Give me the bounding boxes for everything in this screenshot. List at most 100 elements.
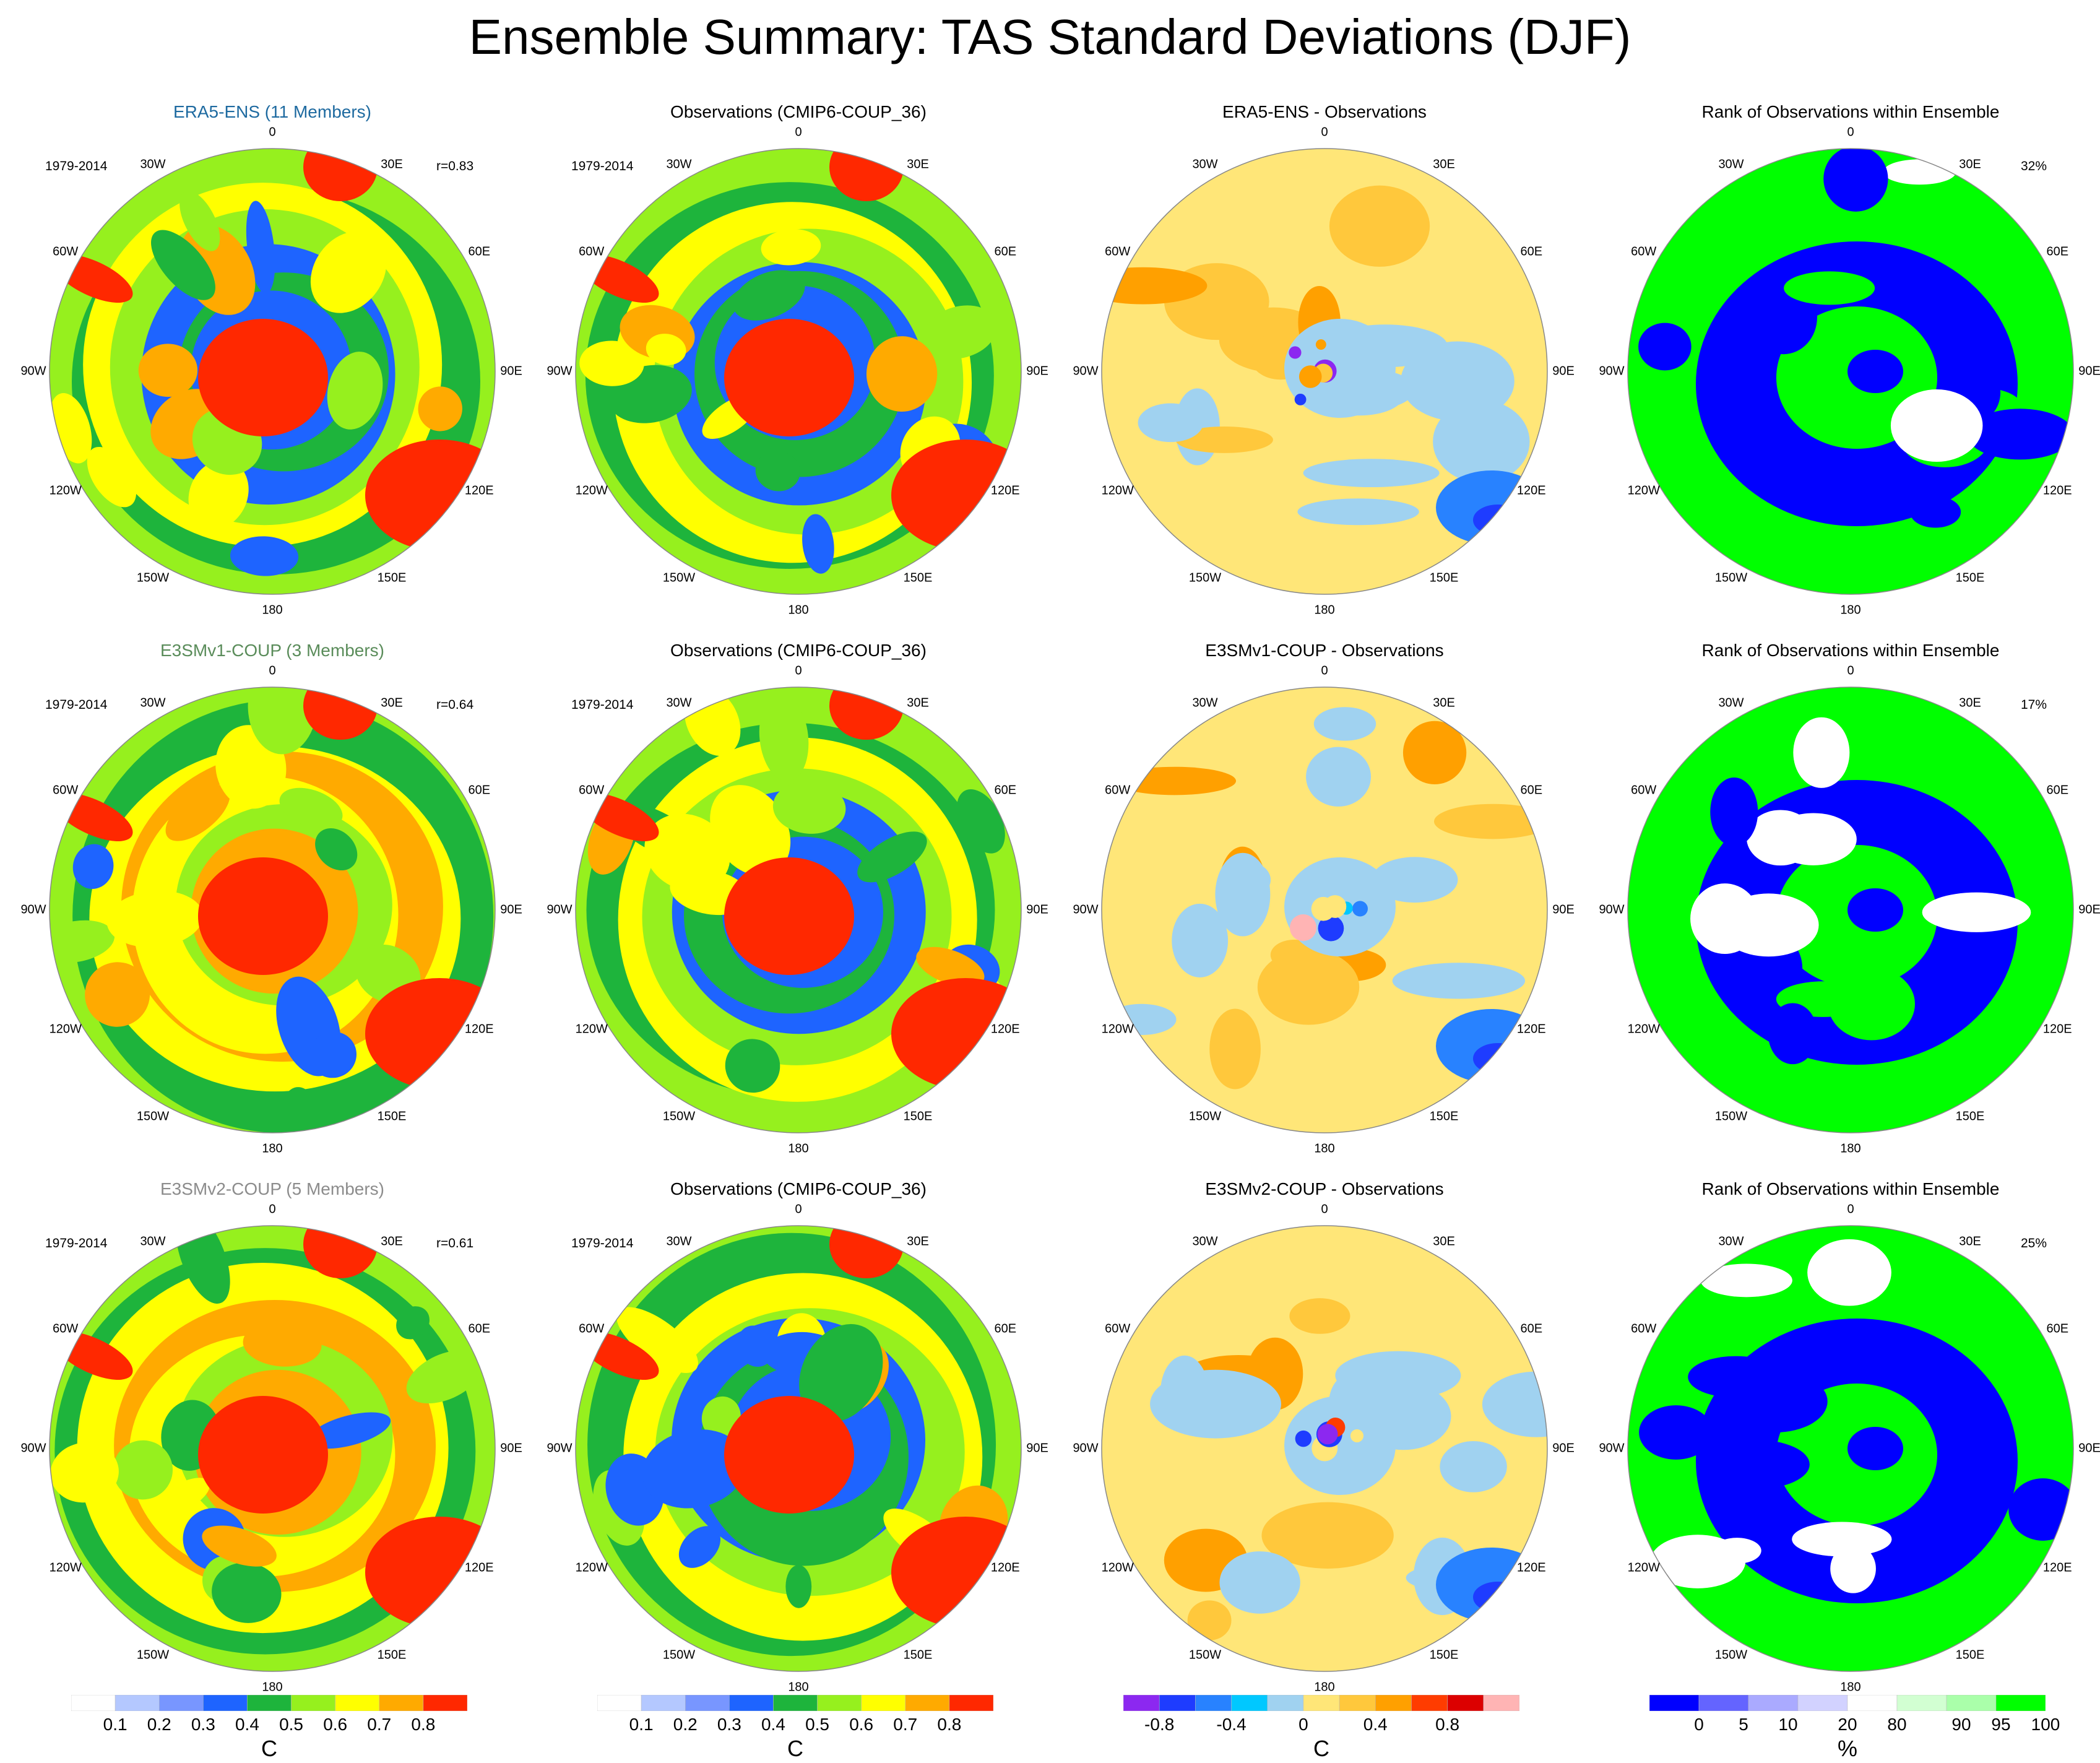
- colorbar-swatch: [1483, 1695, 1519, 1711]
- longitude-label: 90E: [500, 903, 522, 917]
- map-blob: [701, 1396, 741, 1439]
- longitude-label: 0: [1847, 664, 1854, 678]
- map-spot: [1318, 915, 1344, 942]
- longitude-label: 90E: [1552, 364, 1575, 378]
- longitude-label: 0: [1321, 664, 1328, 678]
- colorbar-tick-label: 80: [1887, 1715, 1907, 1734]
- longitude-label: 90E: [1026, 364, 1048, 378]
- map-border: [1101, 148, 1548, 595]
- map-spot: [1298, 365, 1322, 388]
- rank-blob: [1793, 717, 1850, 788]
- map-blob: [85, 962, 150, 1027]
- map-border: [1627, 687, 2074, 1133]
- colorbar-swatch: [1195, 1695, 1232, 1711]
- map-blob: [916, 946, 985, 987]
- longitude-label: 60E: [1520, 1322, 1543, 1336]
- panel-title: E3SMv2-COUP - Observations: [1205, 1179, 1444, 1198]
- map-blob: [151, 230, 215, 300]
- colorbar: 0.1 0.2 0.3 0.4 0.5 0.6 0.7 0.8 C: [71, 1695, 467, 1763]
- longitude-label: 30E: [907, 1234, 929, 1249]
- map-blob: [1306, 747, 1372, 807]
- longitude-label: 30W: [1192, 1234, 1218, 1249]
- longitude-label: 0: [1321, 125, 1328, 139]
- map-blob: [923, 305, 997, 359]
- longitude-label: 60E: [994, 783, 1017, 797]
- longitude-label: 180: [788, 603, 809, 617]
- longitude-label: 30E: [1959, 1234, 1981, 1249]
- colorbar-tick-label: 90: [1951, 1715, 1971, 1734]
- map-blob: [616, 1307, 698, 1373]
- colorbar-tick-label: 95: [1991, 1715, 2011, 1734]
- longitude-label: 90W: [547, 364, 573, 378]
- colorbar-swatch: [1411, 1695, 1448, 1711]
- longitude-label: 60W: [53, 783, 79, 797]
- longitude-label: 90W: [1073, 364, 1099, 378]
- rank-blob: [1823, 149, 1888, 212]
- colorbar-swatch: [685, 1695, 730, 1711]
- longitude-label: 60W: [1631, 245, 1657, 259]
- longitude-label: 90E: [1552, 1441, 1575, 1455]
- map-blob: [1102, 267, 1208, 305]
- longitude-label: 30W: [1192, 157, 1218, 171]
- rank-blob: [1928, 320, 1969, 345]
- antarctica-region: [198, 857, 328, 975]
- colorbar-swatch: [335, 1695, 380, 1711]
- longitude-label: 150E: [1955, 571, 1985, 585]
- longitude-label: 150E: [903, 571, 933, 585]
- longitude-label: 60E: [994, 1322, 1017, 1336]
- longitude-label: 120W: [49, 483, 82, 498]
- map-blob: [1257, 949, 1360, 1025]
- map-blob: [282, 1087, 318, 1133]
- map-blob: [579, 340, 644, 386]
- longitude-label: 30W: [1718, 157, 1744, 171]
- longitude-label: 120W: [1101, 1561, 1134, 1575]
- longitude-label: 120W: [1101, 1022, 1134, 1036]
- colorbar-tick-label: 0: [1694, 1715, 1704, 1734]
- obs-panel: Observations (CMIP6-COUP_36) 0 30E 60E 90E 12…: [547, 1173, 1049, 1705]
- longitude-label: 150W: [136, 1648, 170, 1662]
- longitude-label: 180: [1840, 1141, 1861, 1156]
- map-blob: [106, 890, 203, 948]
- longitude-label: 90W: [1599, 903, 1625, 917]
- map-blob: [165, 785, 230, 841]
- diff-panel: ERA5-ENS - Observations 0 30E 60E 90E 120E 150…: [1073, 96, 1575, 628]
- panel-title: E3SMv2-COUP (5 Members): [160, 1179, 384, 1198]
- longitude-label: 30E: [1433, 696, 1455, 710]
- longitude-label: 150W: [136, 1109, 170, 1124]
- map-blob: [308, 1412, 391, 1449]
- longitude-label: 180: [1314, 1680, 1335, 1694]
- polar-map: [1101, 148, 1548, 595]
- longitude-label: 180: [788, 1680, 809, 1694]
- longitude-label: 150W: [1188, 571, 1222, 585]
- colorbar-swatch: [1303, 1695, 1340, 1711]
- colorbar-swatch: [1995, 1695, 2046, 1711]
- polar-map: [575, 148, 1022, 595]
- map-blob: [644, 813, 730, 891]
- map-spot: [1289, 346, 1302, 359]
- colorbar-tick-label: 0.4: [235, 1715, 259, 1734]
- colorbar-tick-label: 0.5: [279, 1715, 304, 1734]
- rank-blob: [1966, 409, 2073, 460]
- longitude-label: 150E: [377, 1648, 407, 1662]
- rank-blob: [1639, 1405, 1713, 1460]
- longitude-label: 30W: [1718, 696, 1744, 710]
- map-blob: [243, 1321, 322, 1367]
- rank-core: [1847, 888, 1903, 932]
- colorbar-swatch: [817, 1695, 862, 1711]
- longitude-label: 120E: [990, 1561, 1020, 1575]
- map-border: [1627, 148, 2074, 595]
- map-blob: [188, 459, 249, 529]
- map-blob: [202, 1525, 277, 1567]
- colorbar-swatch: [949, 1695, 993, 1711]
- rank-percent-label: 25%: [2021, 1236, 2047, 1250]
- diff-panel: E3SMv2-COUP - Observations 0 30E 60E 90E 120E…: [1073, 1173, 1575, 1705]
- longitude-label: 180: [262, 603, 283, 617]
- longitude-label: 120W: [1627, 483, 1660, 498]
- longitude-label: 60W: [1105, 1322, 1131, 1336]
- map-spot: [1289, 914, 1317, 942]
- longitude-label: 90E: [1026, 1441, 1048, 1455]
- longitude-label: 30W: [666, 157, 692, 171]
- longitude-label: 120E: [464, 1561, 494, 1575]
- longitude-label: 30W: [1718, 1234, 1744, 1249]
- colorbar-swatches: [71, 1695, 467, 1711]
